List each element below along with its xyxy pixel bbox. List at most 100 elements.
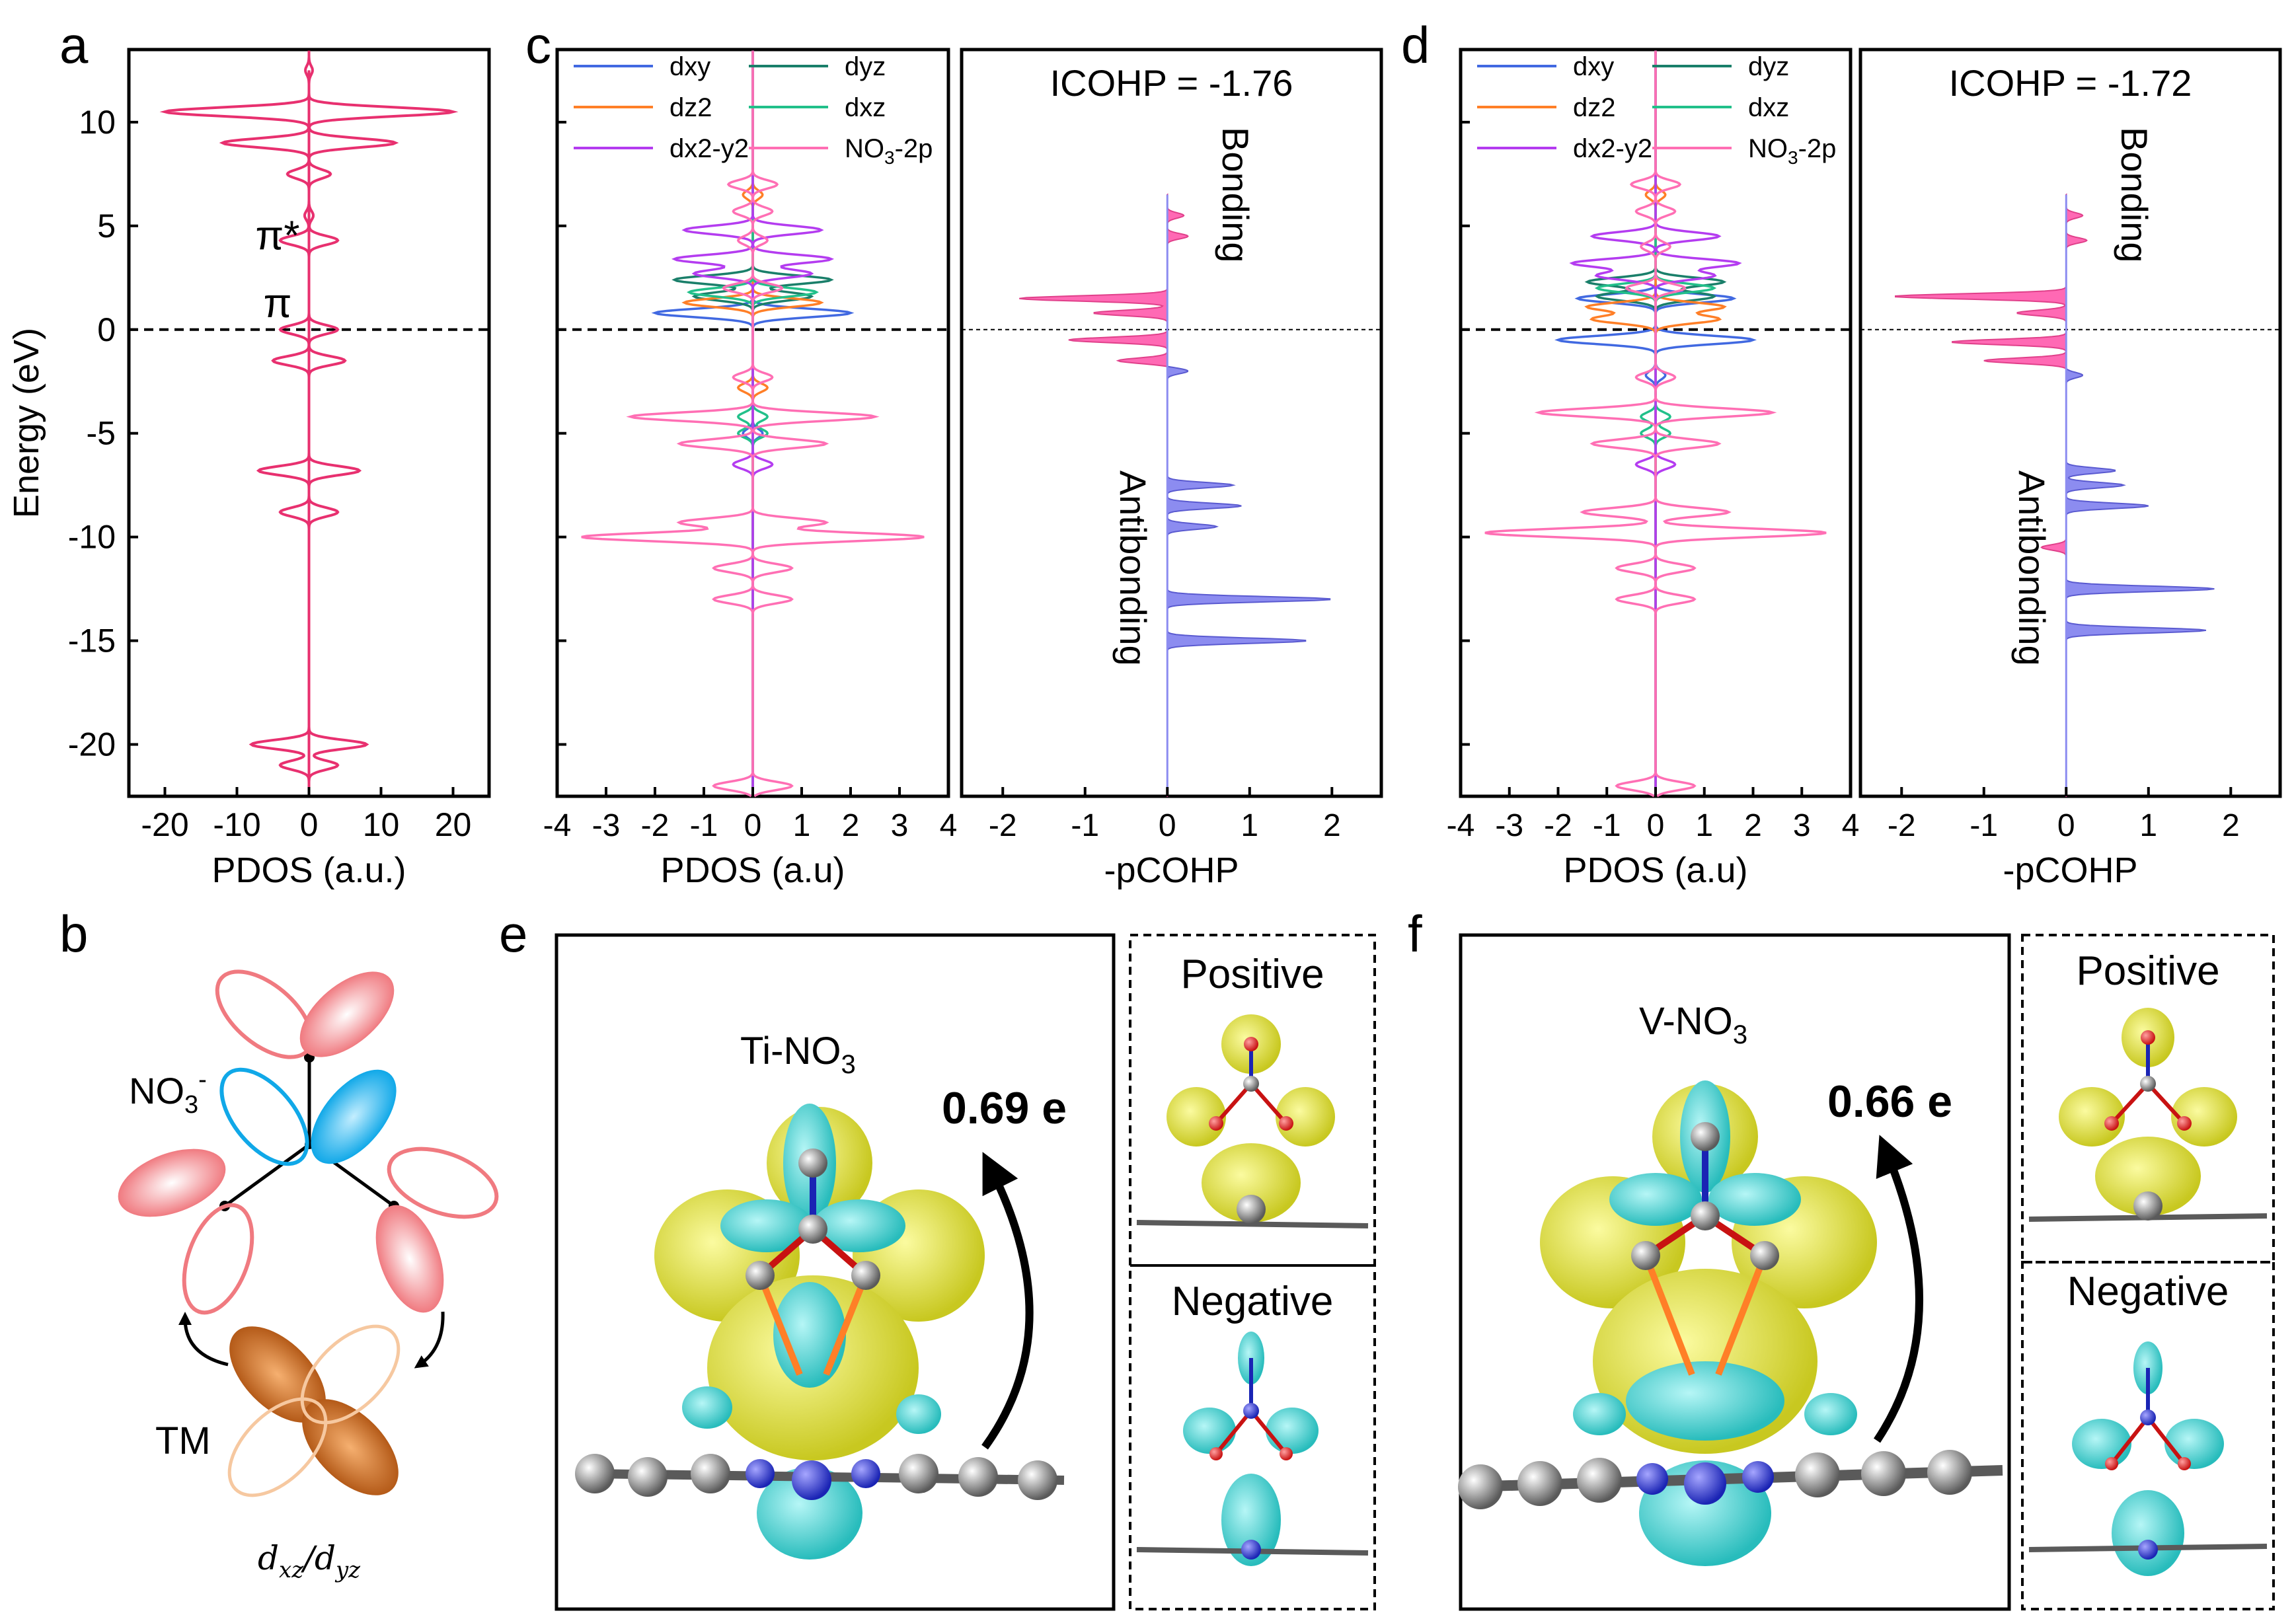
legend-label: NO3-2p [1748,134,1836,168]
orbital-lobe-outline-orange [300,1324,401,1425]
bonding-area [1895,193,2088,797]
x-tick-label: -4 [1447,808,1475,843]
x-tick-label: 1 [1695,808,1713,843]
x-tick-label: 0 [2057,808,2075,843]
y-tick-label: 5 [97,207,116,245]
x-tick-label: 0 [744,808,762,843]
y-tick-label: -20 [68,726,116,763]
legend-label: dxy [1573,52,1614,81]
chart-panel-a: -20 -10 0 10 20 10 5 0 -5 -10 -15 -20 PDOS (a.u.) Ene… [7,48,491,890]
positive-drawing [1136,1014,1369,1228]
annotation-pi-star: π* [256,213,300,259]
x-tick-label: -1 [1593,808,1621,843]
panel-e-title: Ti-NO3 [740,1030,856,1079]
antibonding-label: Antibonding [1112,471,1154,666]
bonding-label: Bonding [2114,127,2155,263]
x-axis-label: PDOS (a.u) [660,850,845,890]
panel-letter-a: a [59,16,89,74]
legend-label: dyz [1748,52,1789,81]
orbital-lobe-filled [118,1148,226,1217]
x-tick-label: 0 [300,806,319,843]
x-tick-label: 20 [435,806,472,843]
negative-frame [2021,1261,2275,1610]
plot-frame [960,48,1383,798]
x-tick-label: -4 [543,808,572,843]
icohp-title: ICOHP = -1.72 [1949,62,2192,104]
panel-letter-d: d [1401,16,1430,74]
x-axis-label: PDOS (a.u) [1563,850,1747,890]
x-tick-label: 0 [1647,808,1665,843]
x-tick-label: -1 [1970,808,1998,843]
y-tick-label: -15 [68,622,116,659]
x-tick-label: -2 [1544,808,1572,843]
orbital-lobe-filled [299,971,395,1057]
panel-letter-f: f [1408,905,1422,963]
x-tick-label: -2 [1888,808,1916,843]
x-tick-label: 1 [1241,808,1258,843]
negative-frame [1129,1264,1376,1610]
orbital-lobe-outline-blue [219,1067,309,1166]
orbital-lobe-outline-orange [227,1397,328,1497]
pdos-series-line [671,50,835,796]
annotation-pi: π [264,281,292,326]
chart-panel-c-pdos: -4 -3 -2 -1 0 1 2 3 4 PDOS (a.u) dxy dyz dz2 dxz dx2-y… [543,48,958,890]
chart-panel-c-cohp: -2 -1 0 1 2 -pCOHP ICOHP = -1.76 Bonding Antibon… [960,48,1383,890]
x-tick-label: -20 [141,806,188,843]
x-tick-label: 4 [1842,808,1860,843]
charge-value: 0.69 e [942,1083,1067,1133]
charge-density-panel-f: V-NO3 0.66 e Positive Negative [1458,933,2275,1611]
legend-label: dxz [845,93,886,122]
antibonding-label: Antibonding [2011,471,2053,666]
charge-transfer-arrow [1874,1135,1923,1443]
antibonding-area [2065,193,2215,797]
legend-label: dz2 [670,93,712,122]
orbital-diagram: NO3- TM dxz/dyz [118,969,499,1583]
x-tick-label: 3 [1793,808,1811,843]
x-tick-label: 1 [793,808,811,843]
curved-arrow [414,1311,445,1369]
chart-panel-d-pdos: -4 -3 -2 -1 0 1 2 3 4 PDOS (a.u) dxy dyz dz2 dxz dx2-y… [1447,48,1860,890]
x-tick-label: -10 [213,806,260,843]
legend-label: dyz [845,52,886,81]
pdos-series-line [1484,50,1827,798]
y-tick-label: -5 [87,415,116,452]
charge-density-panel-e: Ti-NO3 0.69 e Positive Negative [555,933,1376,1611]
panel-letter-b: b [59,905,88,963]
curved-arrow [178,1312,229,1367]
legend-label: dxz [1748,93,1789,122]
panel-letter-c: c [525,16,551,74]
orbital-lobe-outline [387,1147,499,1219]
legend-label: dz2 [1573,93,1616,122]
x-tick-label: 0 [1159,808,1176,843]
x-axis-label: -pCOHP [2003,850,2137,890]
chart-panel-d-cohp: -2 -1 0 1 2 -pCOHP ICOHP = -1.72 Bonding Antibon… [1858,48,2282,890]
positive-label: Positive [2076,948,2219,994]
bonding-area [1019,193,1189,797]
legend-label: dxy [670,52,710,81]
x-tick-label: 2 [1323,808,1341,843]
x-tick-label: 4 [940,808,958,843]
panel-f-title: V-NO3 [1639,1000,1747,1049]
main-frame [555,933,1116,1611]
orbital-lobe-filled-blue [311,1069,397,1164]
negative-label: Negative [2067,1269,2229,1314]
main-frame [1459,933,2011,1611]
x-tick-label: 1 [2139,808,2157,843]
y-axis-label: Energy (eV) [7,328,46,518]
pdos-series-line [581,50,925,798]
bond-line [223,1143,311,1208]
x-tick-label: -1 [1071,808,1099,843]
orbital-lobe-outline [182,1203,254,1315]
x-tick-label: 10 [363,806,400,843]
negative-drawing [2028,1341,2268,1576]
x-axis-label: PDOS (a.u.) [211,850,406,890]
negative-drawing [1136,1332,1369,1566]
x-axis-label: -pCOHP [1104,850,1239,890]
x-tick-label: 3 [891,808,909,843]
positive-drawing [2028,1008,2268,1222]
x-tick-label: 2 [842,808,860,843]
y-tick-label: 0 [97,311,116,348]
x-tick-label: -1 [690,808,718,843]
bonding-label: Bonding [1215,127,1256,263]
